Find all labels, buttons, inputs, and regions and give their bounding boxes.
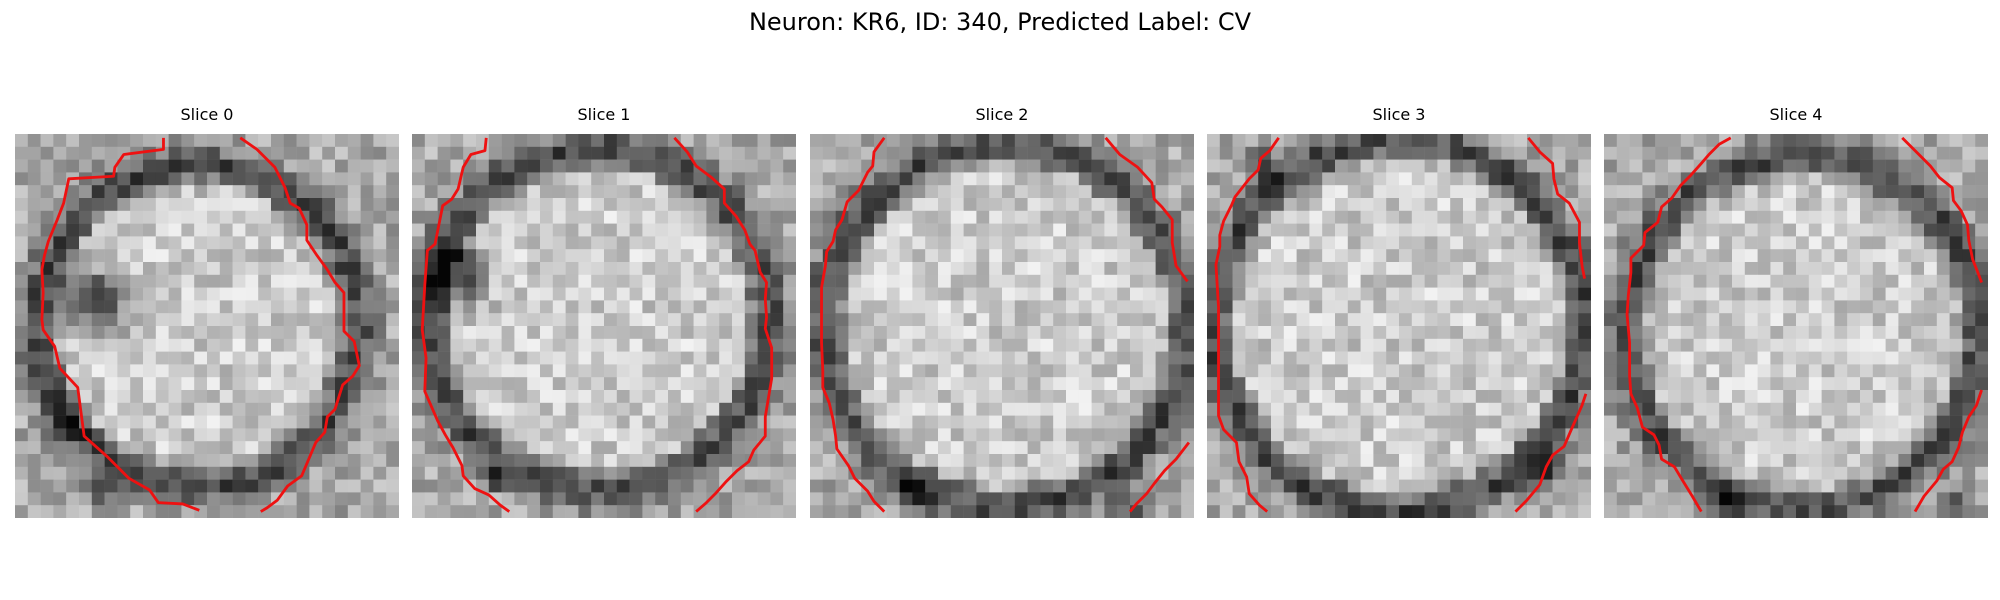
contour-line-2c — [1128, 441, 1190, 513]
slice-title-2: Slice 2 — [975, 105, 1029, 124]
figure-title: Neuron: KR6, ID: 340, Predicted Label: C… — [748, 8, 1252, 36]
slice-title-3: Slice 3 — [1372, 105, 1426, 124]
slice-image-3 — [1207, 134, 1591, 518]
slice-title-1: Slice 1 — [577, 105, 631, 124]
contour-line-3b — [1527, 136, 1586, 279]
contour-line-1b — [673, 136, 774, 513]
slice-panel-0: Slice 0 — [15, 105, 399, 518]
contour-line-4a — [1625, 136, 1732, 513]
slice-image-0 — [15, 134, 399, 518]
slice-pixels-0 — [15, 134, 399, 518]
slice-image-4 — [1604, 134, 1988, 518]
slice-panel-4: Slice 4 — [1604, 105, 1988, 518]
contour-line-0a — [40, 137, 200, 512]
contour-line-3c — [1514, 393, 1588, 513]
contour-line-0b — [239, 136, 361, 513]
slice-image-2 — [810, 134, 1194, 518]
slice-pixels-2 — [810, 134, 1194, 518]
contour-line-1a — [420, 137, 511, 513]
contour-line-2a — [820, 137, 886, 513]
slice-panel-1: Slice 1 — [412, 105, 796, 518]
slice-panel-2: Slice 2 — [810, 105, 1194, 518]
slice-title-0: Slice 0 — [180, 105, 234, 124]
contour-line-4c — [1913, 389, 1983, 513]
contour-line-4b — [1901, 136, 1983, 283]
slice-pixels-1 — [412, 134, 796, 518]
contour-line-2b — [1104, 136, 1189, 283]
slice-title-4: Slice 4 — [1769, 105, 1823, 124]
slice-pixels-3 — [1207, 134, 1591, 518]
slice-panel-3: Slice 3 — [1207, 105, 1591, 518]
slice-image-1 — [412, 134, 796, 518]
contour-line-3a — [1214, 137, 1280, 513]
slice-pixels-4 — [1604, 134, 1988, 518]
